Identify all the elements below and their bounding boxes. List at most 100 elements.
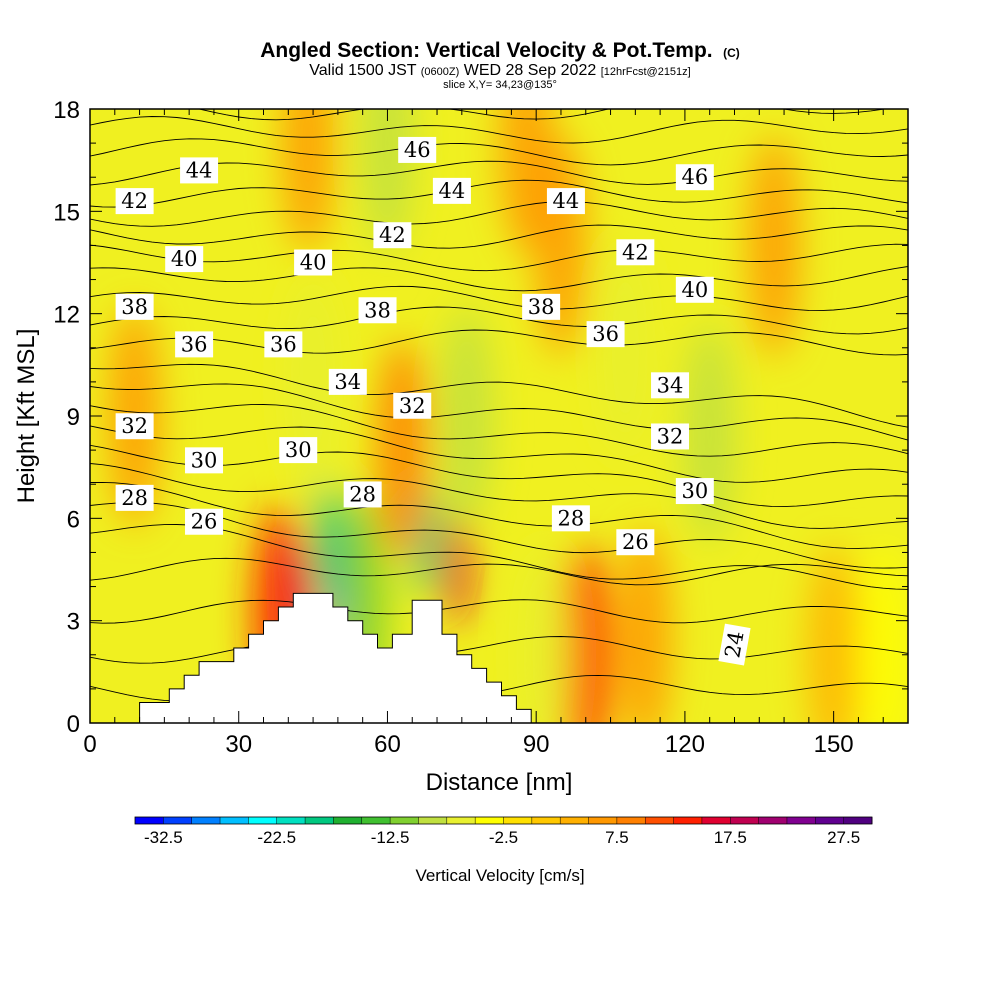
velocity-cell-6	[442, 514, 471, 625]
y-tick-label-5: 15	[53, 199, 80, 226]
y-tick-label-2: 6	[67, 506, 80, 533]
contour-label-text: 44	[553, 189, 580, 213]
contour-label-2: 46	[675, 164, 714, 191]
isentrope-42	[90, 179, 908, 208]
contour-label-text: 36	[592, 322, 619, 346]
contour-label-25: 28	[115, 484, 154, 511]
contour-label-26: 28	[343, 481, 382, 508]
colorbar-tick-label-4: 7.5	[605, 828, 629, 847]
contour-label-28: 26	[185, 508, 224, 535]
x-tick-label-5: 150	[814, 731, 854, 758]
velocity-cell-7	[559, 544, 612, 723]
contour-label-text: 42	[121, 189, 148, 213]
colorbar-swatch-3	[220, 817, 249, 824]
contour-label-text: 40	[681, 278, 708, 302]
colorbar-swatch-10	[418, 817, 448, 824]
x-tick-label-2: 60	[374, 731, 401, 758]
isentrope-35	[90, 329, 908, 356]
contour-label-text: 40	[171, 247, 198, 271]
contour-label-12: 38	[358, 297, 397, 324]
contour-label-text: 28	[558, 506, 585, 530]
colorbar-tick-label-0: -32.5	[144, 828, 183, 847]
isentrope-31	[90, 425, 908, 483]
contour-label-text: 24	[720, 629, 748, 659]
contour-label-21: 32	[651, 423, 690, 450]
contour-label-text: 30	[681, 479, 708, 503]
contour-label-4: 44	[432, 177, 471, 204]
contour-label-1: 46	[398, 136, 437, 163]
terrain-profile	[90, 592, 908, 723]
contour-label-11: 38	[115, 293, 154, 320]
velocity-cell-21	[857, 544, 908, 723]
colorbar-swatch-7	[333, 817, 363, 824]
colorbar: -32.5 -22.5 -12.5 -2.5 7.5 17.5 27.5	[134, 816, 873, 847]
colorbar-tick-label-5: 17.5	[714, 828, 747, 847]
velocity-cell-11	[683, 323, 736, 544]
colorbar-tick-label-1: -22.5	[257, 828, 296, 847]
x-tick-label-1: 30	[225, 731, 252, 758]
colorbar-swatch-21	[730, 817, 760, 824]
isentrope-23	[90, 636, 908, 664]
y-tick-label-3: 9	[67, 404, 80, 431]
isentrope-36	[90, 306, 908, 335]
contour-label-24: 30	[675, 478, 714, 505]
chart-title: Angled Section: Vertical Velocity & Pot.…	[260, 39, 740, 62]
contour-label-10: 40	[675, 276, 714, 303]
y-tick-label-6: 18	[53, 97, 80, 124]
isentrope-34	[90, 363, 908, 428]
potential-temperature-contours	[90, 109, 908, 702]
velocity-cell-9	[282, 109, 335, 254]
isentrope-40	[90, 224, 908, 249]
velocity-cell-1	[313, 480, 342, 591]
contour-label-19: 32	[115, 413, 154, 440]
colorbar-swatch-1	[163, 817, 193, 824]
contour-label-27: 28	[551, 505, 590, 532]
contour-label-5: 44	[546, 188, 585, 215]
contour-label-text: 34	[657, 373, 684, 397]
colorbar-swatch-12	[475, 817, 504, 824]
contour-label-0: 44	[180, 157, 219, 184]
x-axis-ticks: 0 30 60 90 120 150	[83, 109, 909, 758]
isentrope-32	[90, 404, 908, 457]
contour-label-3: 42	[115, 188, 154, 215]
contour-label-17: 34	[328, 368, 367, 395]
contour-label-22: 30	[185, 447, 224, 474]
colorbar-swatch-5	[276, 817, 306, 824]
contour-label-text: 32	[399, 394, 426, 418]
colorbar-tick-label-3: -2.5	[489, 828, 518, 847]
colorbar-swatch-22	[758, 817, 788, 824]
isentrope-46	[197, 109, 888, 121]
velocity-cell-14	[287, 271, 340, 492]
isentrope-33	[90, 383, 908, 441]
colorbar-tick-label-2: -12.5	[371, 828, 410, 847]
colorbar-swatch-4	[248, 817, 278, 824]
contour-label-text: 42	[622, 240, 649, 264]
contour-label-text: 32	[657, 424, 684, 448]
isentrope-26	[90, 524, 908, 590]
isentrope-39	[90, 243, 908, 272]
contour-label-text: 46	[404, 138, 431, 162]
contour-label-text: 36	[270, 332, 297, 356]
isentrope-30	[90, 444, 908, 508]
isentrope-45	[90, 116, 908, 144]
x-tick-label-4: 120	[665, 731, 705, 758]
contour-label-29: 26	[616, 529, 655, 556]
colorbar-swatch-18	[645, 817, 675, 824]
contour-labels: 44 46 46 42 44 44 42 42 40 40 40 38 38 38 36 36 36 34 34 32…	[115, 136, 751, 666]
colorbar-swatch-16	[588, 817, 618, 824]
colorbar-swatch-6	[305, 817, 334, 824]
colorbar-swatch-9	[390, 817, 419, 824]
contour-label-14: 36	[175, 331, 214, 358]
colorbar-label: Vertical Velocity [cm/s]	[415, 866, 584, 885]
isentrope-43	[90, 160, 908, 186]
contour-label-text: 32	[121, 414, 148, 438]
colorbar-swatch-0	[135, 817, 164, 824]
colorbar-swatch-25	[843, 817, 873, 824]
colorbar-tick-label-6: 27.5	[827, 828, 860, 847]
contour-label-text: 40	[300, 251, 327, 275]
colorbar-swatch-17	[616, 817, 646, 824]
colorbar-swatch-14	[531, 817, 561, 824]
isentrope-44	[90, 138, 908, 166]
contour-label-15: 36	[264, 331, 303, 358]
